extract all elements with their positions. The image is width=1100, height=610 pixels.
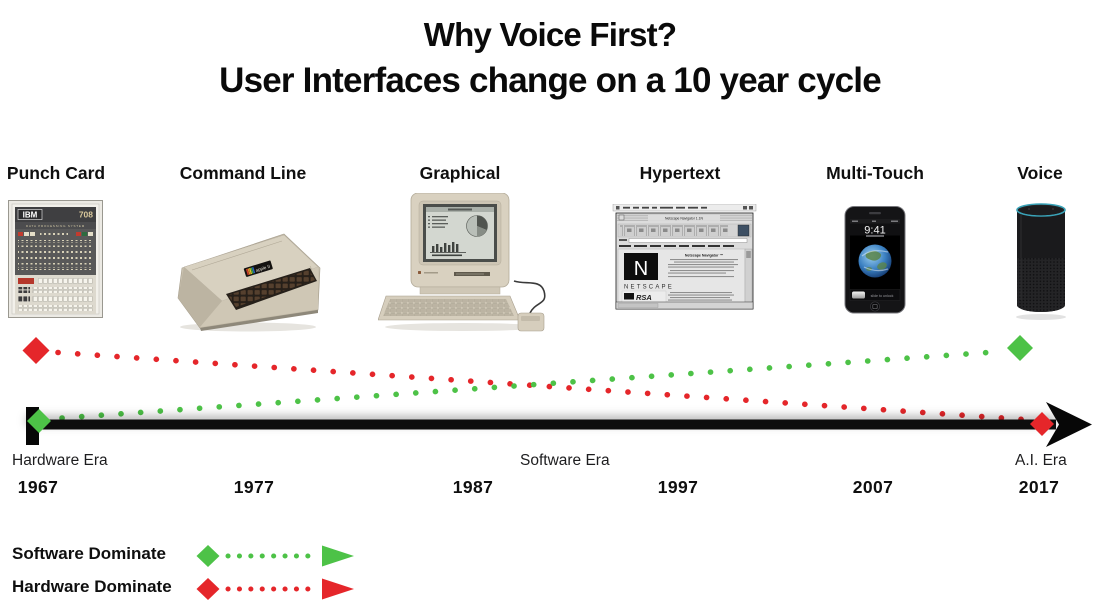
page-title-line2: User Interfaces change on a 10 year cycl… — [219, 61, 882, 100]
netscape-n-letter: N — [634, 258, 648, 280]
phase-label-ai-era: A.I. Era — [1015, 452, 1067, 469]
apple-ii-image: apple II — [177, 233, 321, 332]
timeline-graphic — [22, 335, 1092, 447]
software-trend-line — [59, 348, 1005, 421]
legend-label-software-dominate: Software Dominate — [12, 544, 166, 563]
echo-light-ring — [1016, 203, 1066, 217]
legend-software-line — [196, 545, 354, 567]
timeline-arrowhead — [1046, 402, 1092, 447]
year-2017: 2017 — [1018, 477, 1060, 497]
mac-mouse-cable — [513, 280, 546, 314]
ibm-model-text: 708 — [79, 210, 93, 220]
era-label-voice: Voice — [1017, 163, 1063, 183]
ibm-subtitle-text: DATA PROCESSING SYSTEM — [26, 224, 85, 228]
year-1997: 1997 — [657, 477, 699, 497]
legend-hardware-arrow — [322, 578, 354, 600]
iphone-earth-wallpaper — [858, 244, 892, 278]
year-2007: 2007 — [852, 477, 894, 497]
era-label-punch-card: Punch Card — [6, 163, 106, 183]
ibm-708-console-image: IBM 708 DATA PROCESSING SYSTEM — [8, 200, 103, 318]
era-label-command-line: Command Line — [179, 163, 307, 183]
phase-label-hardware-era: Hardware Era — [12, 452, 108, 469]
netscape-window-title: Netscape Navigator 1.1N — [665, 216, 703, 220]
iphone-home-button — [869, 301, 880, 312]
iphone-slide-text: slide to unlock — [871, 294, 894, 298]
timeline-axis — [26, 419, 1056, 430]
netscape-url-field — [628, 238, 748, 243]
apple-ii-badge-text: apple II — [255, 264, 271, 273]
iphone-earpiece — [869, 212, 881, 215]
era-label-multi-touch: Multi-Touch — [826, 163, 924, 183]
hardware-start-diamond — [22, 337, 50, 364]
legend-hardware-line — [196, 578, 354, 600]
iphone-clock: 9:41 — [864, 225, 885, 237]
mac-mouse — [517, 312, 545, 332]
macintosh-image — [378, 193, 546, 332]
mac-apple-logo — [418, 271, 421, 274]
legend-label-hardware-dominate: Hardware Dominate — [12, 577, 172, 596]
software-start-diamond — [27, 409, 51, 433]
iphone-slider-bar — [849, 289, 901, 301]
page-title-line1: Why Voice First? — [423, 16, 677, 53]
netscape-page-heading: Netscape Navigator ™ — [685, 254, 724, 258]
phase-label-software-era: Software Era — [520, 452, 610, 469]
netscape-rsa-text: RSA — [636, 293, 652, 302]
iphone-slider-knob — [852, 291, 865, 299]
hardware-end-diamond — [1030, 412, 1054, 436]
legend-hardware-diamond — [196, 578, 220, 600]
software-end-diamond — [1007, 335, 1033, 361]
hardware-trend-line — [55, 349, 1027, 423]
ibm-logo-text: IBM — [23, 211, 38, 220]
netscape-browser-image: Netscape Navigator 1.1N N NETSCAPE Netsc… — [612, 204, 757, 310]
amazon-echo-image — [1016, 203, 1066, 320]
year-1977: 1977 — [233, 477, 275, 497]
legend-software-arrow — [322, 545, 354, 567]
iphone-image: 9:41 slide to unlock — [844, 206, 906, 314]
era-label-graphical: Graphical — [419, 163, 501, 183]
era-label-hypertext: Hypertext — [639, 163, 721, 183]
netscape-n-logo — [624, 253, 658, 280]
apple-ii-badge: apple II — [243, 260, 273, 277]
year-1987: 1987 — [452, 477, 494, 497]
echo-speaker-grille — [1017, 258, 1065, 312]
netscape-wordmark: NETSCAPE — [624, 285, 674, 291]
legend-software-diamond — [196, 545, 220, 567]
year-1967: 1967 — [17, 477, 59, 497]
